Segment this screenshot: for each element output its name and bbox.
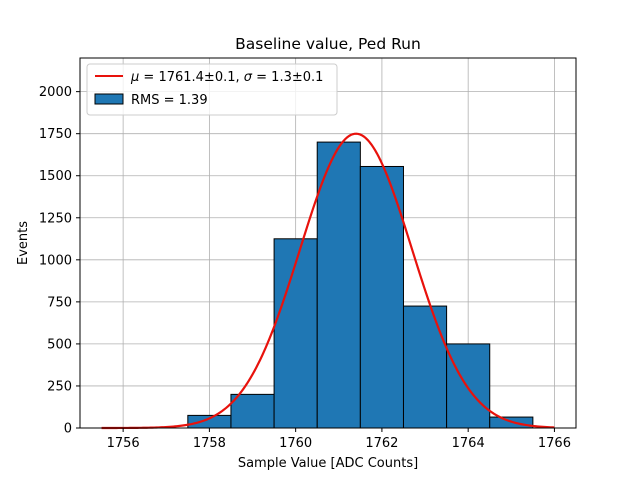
legend-fit-label: μ = 1761.4±0.1, σ = 1.3±0.1 — [130, 70, 323, 85]
x-tick-label: 1762 — [365, 436, 398, 451]
y-tick-label: 2000 — [39, 85, 72, 100]
chart-title: Baseline value, Ped Run — [235, 35, 421, 53]
legend-box — [86, 63, 338, 116]
legend-mu-symbol: μ — [130, 70, 139, 85]
histogram-bars — [187, 141, 534, 429]
legend-mu-value: = 1761.4±0.1, — [139, 70, 243, 85]
y-axis-label: Events — [16, 221, 31, 265]
histogram-bar — [402, 305, 448, 429]
legend-sigma-value: = 1.3±0.1 — [252, 70, 323, 85]
legend-sigma-symbol: σ — [244, 70, 253, 85]
plot-frame — [79, 57, 577, 429]
y-tick-label: 250 — [47, 379, 72, 394]
histogram-bar — [359, 165, 404, 429]
histogram-bar — [446, 343, 491, 429]
y-axis-ticks: 0 250 500 750 1000 1250 1500 1750 2000 — [39, 85, 80, 437]
x-axis-ticks: 1756 1758 1760 1762 1764 1766 — [107, 428, 571, 451]
x-tick-label: 1764 — [452, 436, 485, 451]
y-tick-label: 1500 — [39, 169, 72, 184]
y-tick-label: 1750 — [39, 127, 72, 142]
legend-hist-swatch — [94, 93, 124, 105]
x-tick-label: 1760 — [279, 436, 312, 451]
y-tick-label: 0 — [64, 422, 72, 437]
fit-curve-group — [101, 132, 555, 430]
x-axis-label: Sample Value [ADC Counts] — [238, 456, 418, 471]
gaussian-fit-curve — [101, 132, 555, 430]
x-tick-label: 1766 — [538, 436, 571, 451]
histogram-bar — [273, 238, 318, 429]
histogram-bar — [316, 141, 361, 429]
y-tick-label: 1000 — [39, 253, 72, 268]
y-tick-label: 1250 — [39, 211, 72, 226]
legend: μ = 1761.4±0.1, σ = 1.3±0.1 RMS = 1.39 — [86, 63, 338, 116]
x-tick-label: 1758 — [193, 436, 226, 451]
y-tick-label: 500 — [47, 337, 72, 352]
histogram-bar — [230, 393, 275, 429]
y-tick-label: 750 — [47, 295, 72, 310]
x-tick-label: 1756 — [107, 436, 140, 451]
legend-hist-label: RMS = 1.39 — [131, 93, 208, 108]
